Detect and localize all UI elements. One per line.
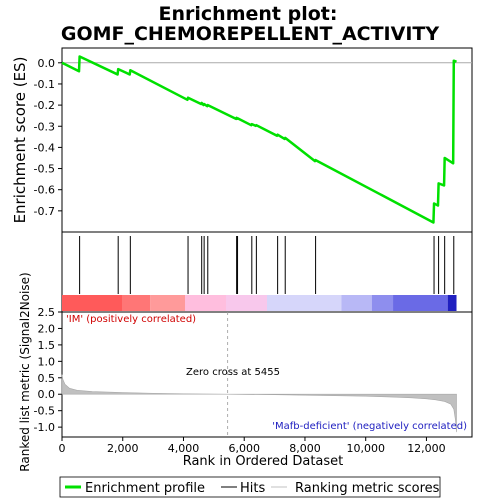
metric-axis-ticks: 2.5 2.0 1.5 1.0 0.5 0.0 -0.5 -1.0 <box>34 306 62 434</box>
colorbar-segment-3 <box>185 295 226 311</box>
es-line-series <box>61 55 457 224</box>
metric-tick-label-7: -1.0 <box>34 421 55 434</box>
colorbar-segment-5 <box>267 295 342 311</box>
metric-tick-label-2: 1.5 <box>38 339 56 352</box>
metric-area-path <box>61 374 457 433</box>
colorbar-segment-8 <box>393 295 448 311</box>
ranking-colorbar <box>62 295 457 311</box>
es-tick-label-1: -0.1 <box>34 78 55 91</box>
chart-title-line1: Enrichment plot: <box>159 3 338 25</box>
metric-tick-label-0: 2.5 <box>38 306 56 319</box>
legend-label-enrichment: Enrichment profile <box>85 481 205 496</box>
y-axis-label-es: Enrichment score (ES) <box>11 57 29 224</box>
colorbar-segment-2 <box>150 295 185 311</box>
es-axis-ticks: 0.0 -0.1 -0.2 -0.3 -0.4 -0.5 -0.6 -0.7 <box>34 57 62 218</box>
zero-cross-label: Zero cross at 5455 <box>186 367 280 378</box>
metric-tick-label-5: 0.0 <box>38 388 56 401</box>
positive-correlation-label: 'IM' (positively correlated) <box>66 314 196 325</box>
x-tick-label-4: 8,000 <box>289 442 321 455</box>
es-tick-label-3: -0.3 <box>34 120 55 133</box>
es-tick-label-7: -0.7 <box>34 205 55 218</box>
colorbar-segment-6 <box>341 295 372 311</box>
metric-tick-label-6: -0.5 <box>34 405 55 418</box>
es-tick-label-6: -0.6 <box>34 184 55 197</box>
colorbar-segment-9 <box>447 295 457 311</box>
colorbar-segment-4 <box>226 295 267 311</box>
es-tick-label-0: 0.0 <box>38 57 56 70</box>
x-tick-label-1: 2,000 <box>107 442 139 455</box>
x-tick-label-5: 10,000 <box>346 442 385 455</box>
x-tick-label-0: 0 <box>59 442 66 455</box>
x-axis-label: Rank in Ordered Dataset <box>183 454 344 469</box>
metric-tick-label-3: 1.0 <box>38 355 56 368</box>
es-tick-label-4: -0.4 <box>34 141 55 154</box>
hit-markers <box>79 236 455 294</box>
metric-panel-frame <box>61 311 473 438</box>
es-panel-frame <box>61 47 473 233</box>
chart-title-line2: GOMF_CHEMOREPELLENT_ACTIVITY <box>61 23 439 45</box>
x-axis-ticks: 0 2,000 4,000 6,000 8,000 10,000 12,000 <box>59 437 446 455</box>
legend-label-hits: Hits <box>240 481 265 496</box>
metric-tick-label-4: 0.5 <box>38 372 56 385</box>
es-tick-label-2: -0.2 <box>34 99 55 112</box>
metric-area-series <box>61 374 457 433</box>
es-tick-label-5: -0.5 <box>34 163 55 176</box>
x-tick-label-3: 6,000 <box>228 442 260 455</box>
es-line-path <box>61 55 457 224</box>
colorbar-segment-1 <box>122 295 151 311</box>
colorbar-segment-0 <box>62 295 123 311</box>
legend-box <box>59 476 441 498</box>
legend-label-metric: Ranking metric scores <box>295 481 440 496</box>
colorbar-segment-7 <box>371 295 394 311</box>
negative-correlation-label: 'Mafb-deficient' (negatively correlated) <box>272 421 467 432</box>
metric-tick-label-1: 2.0 <box>38 322 56 335</box>
x-tick-label-6: 12,000 <box>407 442 446 455</box>
y-axis-label-metric: Ranked list metric (Signal2Noise) <box>18 272 32 471</box>
x-tick-label-2: 4,000 <box>168 442 200 455</box>
